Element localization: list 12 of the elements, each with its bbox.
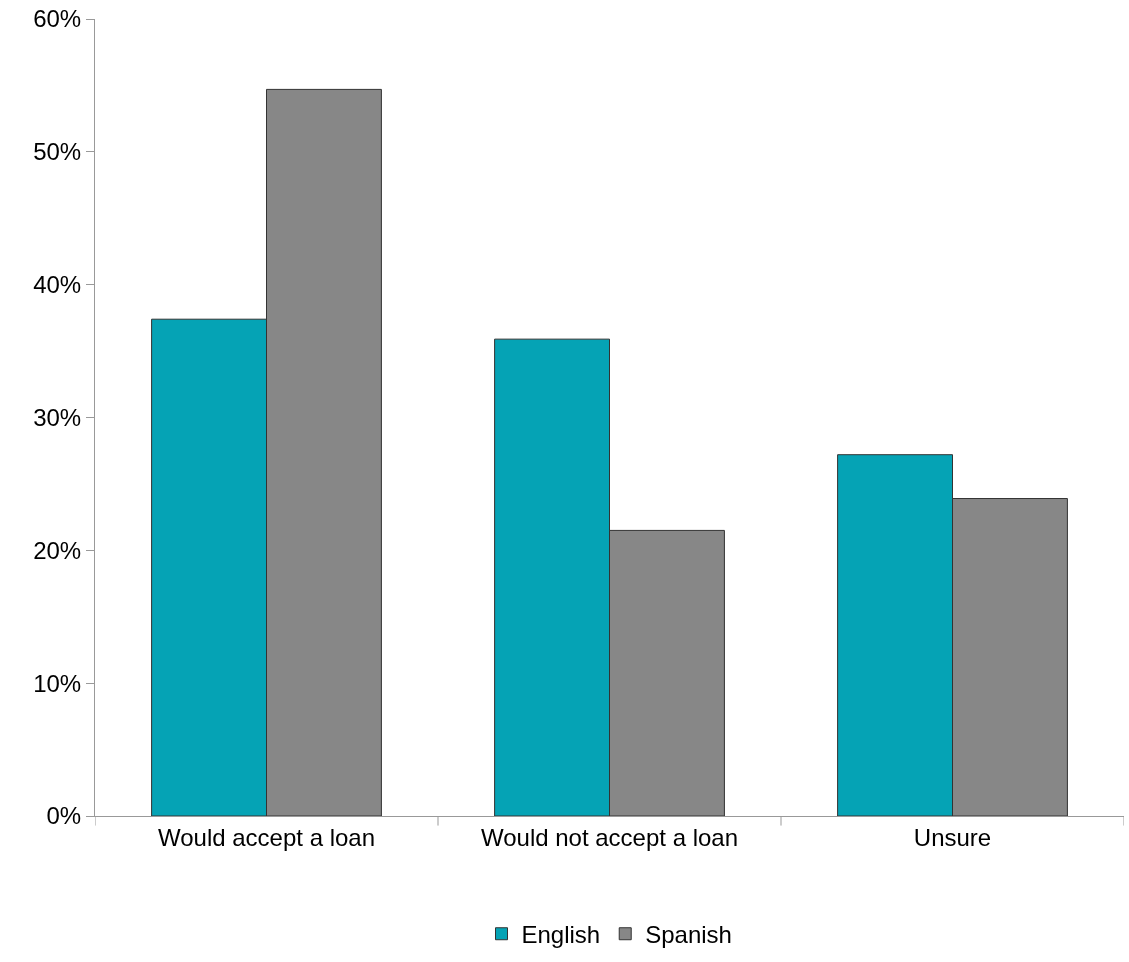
x-tick-label: Unsure: [913, 823, 992, 851]
legend-label: English: [521, 921, 601, 949]
y-tick-label: 30%: [33, 403, 82, 431]
x-tick-label: Would not accept a loan: [480, 823, 739, 851]
y-tick-label: 40%: [33, 271, 82, 299]
legend-label: Spanish: [645, 921, 732, 949]
y-tick-label: 50%: [33, 138, 82, 166]
y-tick-label: 0%: [46, 802, 82, 830]
y-tick-label: 60%: [33, 5, 82, 33]
y-tick-label: 20%: [33, 536, 82, 564]
y-tick-label: 10%: [33, 669, 82, 697]
x-tick-label: Would accept a loan: [157, 823, 376, 851]
